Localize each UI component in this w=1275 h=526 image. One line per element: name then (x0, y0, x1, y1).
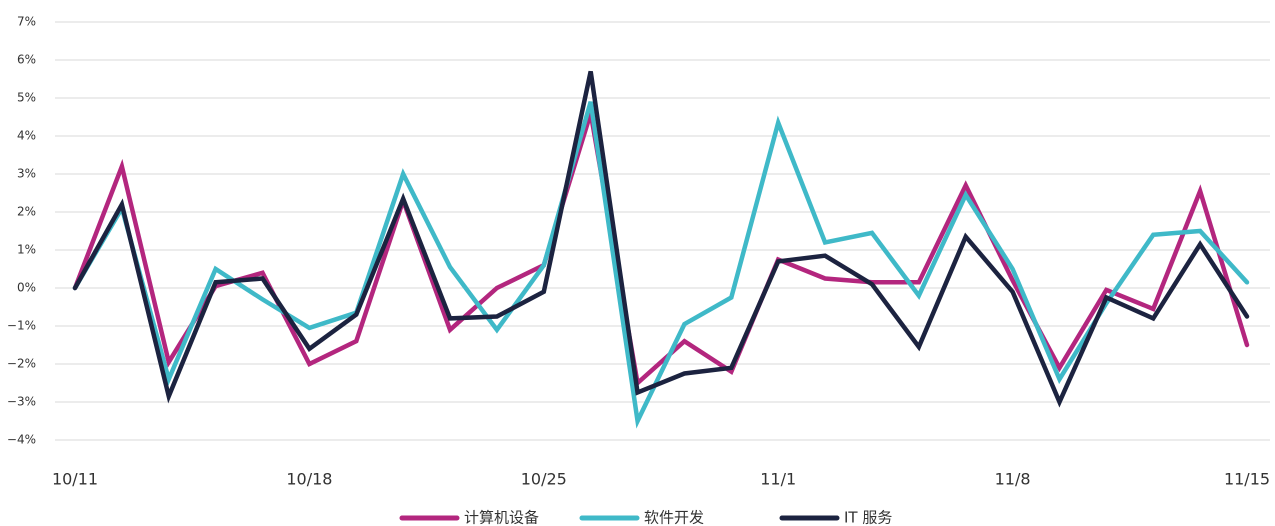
x-tick-label: 10/18 (286, 470, 332, 489)
series-line (72, 70, 1250, 408)
y-tick-label: 7% (17, 15, 36, 29)
y-tick-label: 6% (17, 53, 36, 67)
series-line (72, 101, 1250, 429)
legend-label: IT 服务 (844, 509, 892, 526)
legend-label: 软件开发 (644, 509, 704, 526)
x-tick-label: 11/15 (1224, 470, 1270, 489)
y-tick-label: −2% (7, 357, 36, 371)
y-tick-label: −3% (7, 395, 36, 409)
y-tick-label: 0% (17, 281, 36, 295)
x-tick-label: 10/25 (521, 470, 567, 489)
y-tick-label: −1% (7, 319, 36, 333)
y-tick-label: 2% (17, 205, 36, 219)
x-tick-label: 11/1 (760, 470, 796, 489)
y-tick-label: 3% (17, 167, 36, 181)
x-tick-label: 10/11 (52, 470, 98, 489)
y-tick-label: 1% (17, 243, 36, 257)
x-tick-label: 11/8 (995, 470, 1031, 489)
y-tick-label: 5% (17, 91, 36, 105)
legend-label: 计算机设备 (464, 509, 539, 526)
series-line (72, 112, 1250, 388)
y-tick-label: 4% (17, 129, 36, 143)
y-tick-label: −4% (7, 433, 36, 447)
